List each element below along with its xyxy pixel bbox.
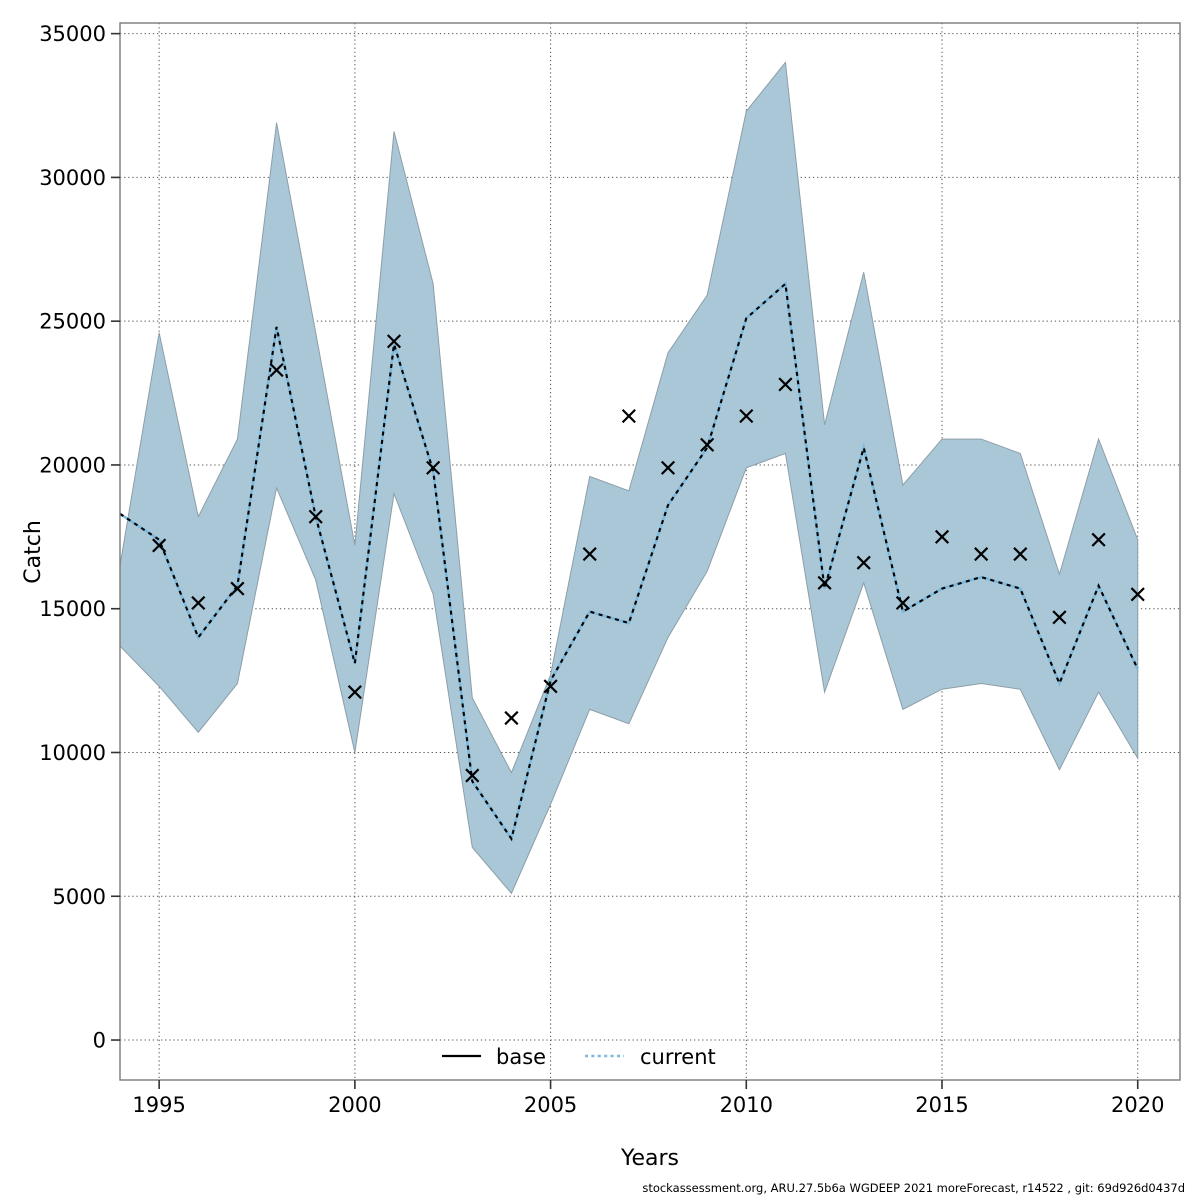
catch-x-marker	[191, 595, 206, 611]
axis-tick-labels: 0 5000 10000 15000 20000 25000 30000 35000 1995 2…	[39, 22, 1164, 1117]
catch-x-marker	[1013, 547, 1028, 562]
x-tick-label: 2005	[524, 1093, 577, 1117]
x-axis-title: Years	[620, 1146, 679, 1171]
catch-x-marker	[621, 408, 636, 424]
plot-border	[119, 22, 1181, 1081]
catch-x-marker	[817, 575, 832, 590]
catch-x-marker	[465, 768, 480, 783]
catch-x-marker	[739, 408, 754, 424]
y-tick-label: 10000	[39, 741, 106, 765]
catch-x-marker	[856, 555, 871, 570]
x-tick-label: 2010	[720, 1093, 773, 1117]
y-tick-label: 15000	[39, 597, 106, 621]
catch-x-marker	[426, 460, 441, 475]
catch-x-marker	[1130, 587, 1145, 602]
catch-x-marker	[269, 362, 284, 378]
x-tick-label: 1995	[132, 1093, 185, 1117]
legend-base-label: base	[496, 1045, 546, 1069]
catch-x-marker	[582, 547, 597, 562]
catch-x-markers	[152, 334, 1145, 783]
y-tick-label: 35000	[39, 22, 106, 46]
confidence-band-polygon	[119, 61, 1139, 895]
catch-x-marker	[152, 538, 167, 553]
catch-x-marker	[934, 529, 950, 544]
catch-x-marker	[230, 581, 245, 596]
catch-x-marker	[974, 547, 989, 562]
y-tick-label: 5000	[53, 885, 106, 909]
base-line-black-dashes	[119, 281, 1139, 842]
x-tick-label: 2015	[915, 1093, 968, 1117]
axis-ticks	[111, 32, 1139, 1089]
x-tick-label: 2000	[328, 1093, 381, 1117]
catch-x-marker	[778, 377, 793, 392]
catch-x-marker	[504, 710, 519, 726]
y-axis-title: Catch	[21, 520, 46, 584]
legend-current-label: current	[640, 1045, 716, 1069]
catch-x-marker	[895, 595, 910, 611]
x-tick-label: 2020	[1111, 1093, 1164, 1117]
y-tick-label: 25000	[39, 310, 106, 334]
catch-x-marker	[1052, 610, 1067, 625]
catch-x-marker	[660, 460, 676, 475]
y-tick-label: 20000	[39, 453, 106, 477]
confidence-band	[119, 61, 1139, 895]
catch-x-marker	[347, 685, 362, 700]
y-tick-label: 0	[93, 1029, 106, 1053]
legend: base current	[442, 1045, 716, 1069]
catch-x-marker	[543, 679, 558, 694]
provenance-footer: stockassessment.org, ARU.27.5b6a WGDEEP …	[642, 1181, 1185, 1195]
catch-x-marker	[1091, 532, 1106, 547]
estimate-lines	[119, 281, 1139, 842]
y-tick-label: 30000	[39, 166, 106, 190]
catch-x-marker	[386, 334, 402, 349]
catch-x-marker	[700, 437, 715, 452]
catch-x-marker	[308, 509, 323, 524]
